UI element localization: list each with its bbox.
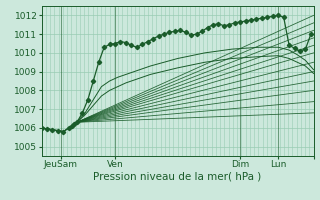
X-axis label: Pression niveau de la mer( hPa ): Pression niveau de la mer( hPa )	[93, 172, 262, 182]
